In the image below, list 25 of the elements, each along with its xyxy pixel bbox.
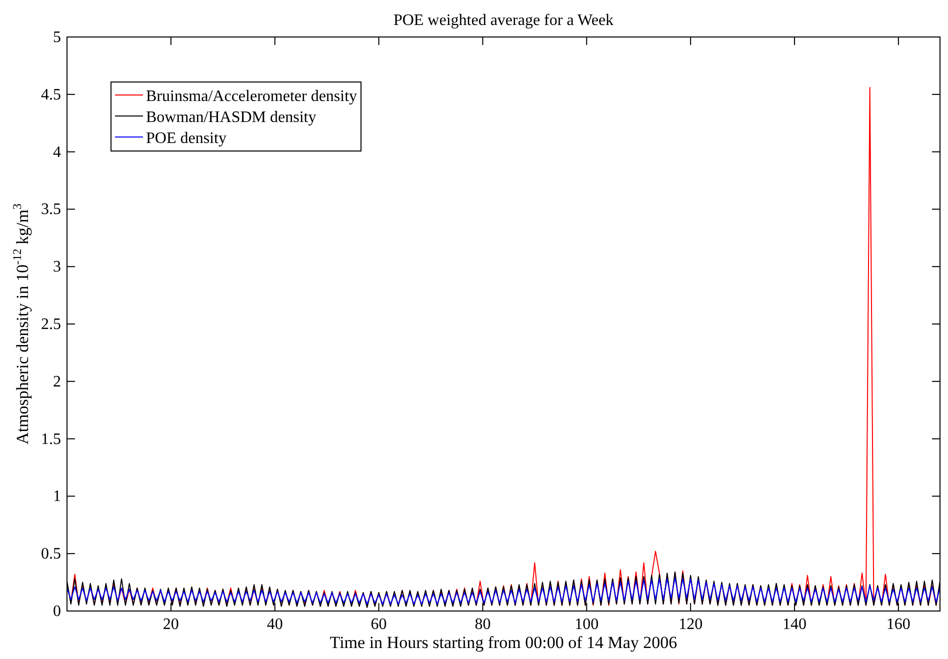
line-series xyxy=(66,577,940,605)
y-tick-label: 3 xyxy=(53,258,61,276)
legend-label: POE density xyxy=(146,130,226,147)
legend-label: Bruinsma/Accelerometer density xyxy=(146,88,358,105)
x-tick-label: 100 xyxy=(574,616,599,633)
y-tick-label: 0 xyxy=(53,603,61,620)
legend-label: Bowman/HASDM density xyxy=(146,109,316,126)
y-tick-label: 0.5 xyxy=(41,546,61,563)
y-tick-label: 2.5 xyxy=(41,316,61,333)
x-tick-label: 80 xyxy=(474,616,491,633)
x-tick-label: 60 xyxy=(370,616,387,633)
x-tick-label: 160 xyxy=(886,616,910,633)
x-axis-title: Time in Hours starting from 00:00 of 14 May 2006 xyxy=(330,633,678,652)
x-tick-label: 120 xyxy=(678,616,703,633)
x-tick-label: 40 xyxy=(266,616,283,633)
y-tick-label: 4.5 xyxy=(41,86,61,104)
chart-title: POE weighted average for a Week xyxy=(393,12,614,29)
x-tick-label: 20 xyxy=(162,616,179,633)
y-tick-label: 3.5 xyxy=(41,201,61,218)
y-tick-label: 4 xyxy=(53,144,61,161)
y-tick-label: 1.5 xyxy=(41,430,61,448)
y-tick-label: 1 xyxy=(53,488,61,506)
x-tick-label: 140 xyxy=(782,616,806,633)
y-tick-label: 2 xyxy=(53,373,61,390)
y-tick-label: 5 xyxy=(53,29,61,46)
